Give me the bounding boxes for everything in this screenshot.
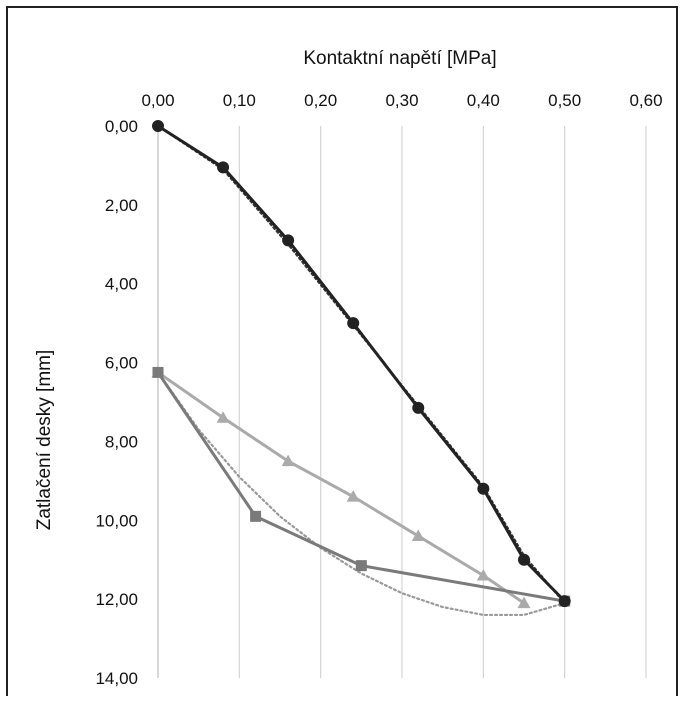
- data-point-triangle: [411, 529, 425, 542]
- series-line-5: [156, 371, 566, 617]
- data-point-square: [250, 510, 262, 522]
- y-tick-label: 14,00: [95, 669, 138, 688]
- y-tick-label: 2,00: [105, 196, 138, 215]
- chart-frame: [6, 6, 678, 696]
- data-point-triangle: [517, 596, 531, 609]
- series-line-1: [156, 124, 567, 603]
- series-line-3: [156, 370, 567, 603]
- series-line-4: [156, 370, 526, 605]
- data-point-circle: [347, 317, 360, 330]
- data-point-square: [152, 366, 164, 378]
- x-tick-label: 0,30: [385, 91, 418, 110]
- x-tick-label: 0,20: [304, 91, 337, 110]
- data-point-triangle: [346, 490, 360, 502]
- series-line-2: [156, 124, 566, 605]
- data-point-circle: [477, 482, 490, 495]
- x-tick-label: 0,00: [141, 91, 174, 110]
- data-point-square: [355, 560, 367, 572]
- data-point-circle: [217, 161, 230, 174]
- y-tick-label: 8,00: [105, 432, 138, 451]
- data-point-circle: [152, 120, 164, 132]
- data-point-circle: [558, 595, 571, 608]
- y-tick-label: 4,00: [105, 275, 138, 294]
- x-tick-label: 0,50: [548, 91, 581, 110]
- data-point-circle: [282, 234, 295, 247]
- y-tick-label: 0,00: [105, 117, 138, 136]
- gridlines: [157, 126, 647, 678]
- x-axis-title: Kontaktní napětí [MPa]: [303, 48, 496, 69]
- data-point-triangle: [476, 568, 490, 581]
- y-tick-label: 10,00: [95, 511, 138, 530]
- data-point-circle: [412, 401, 425, 414]
- series-layer: [151, 120, 571, 617]
- data-point-triangle: [281, 454, 295, 467]
- x-tick-label: 0,10: [223, 91, 256, 110]
- y-tick-labels: 0,00 2,00 4,00 6,00 8,00 10,00 12,00 14,00: [95, 117, 138, 688]
- data-point-triangle: [216, 411, 230, 423]
- y-tick-label: 6,00: [105, 354, 138, 373]
- x-tick-labels: 0,00 0,10 0,20 0,30 0,40 0,50 0,60: [141, 91, 662, 110]
- x-tick-label: 0,40: [467, 91, 500, 110]
- data-point-circle: [518, 553, 530, 566]
- y-axis-title: Zatlačení desky [mm]: [34, 350, 55, 531]
- x-tick-label: 0,60: [629, 91, 662, 110]
- y-tick-label: 12,00: [95, 590, 138, 609]
